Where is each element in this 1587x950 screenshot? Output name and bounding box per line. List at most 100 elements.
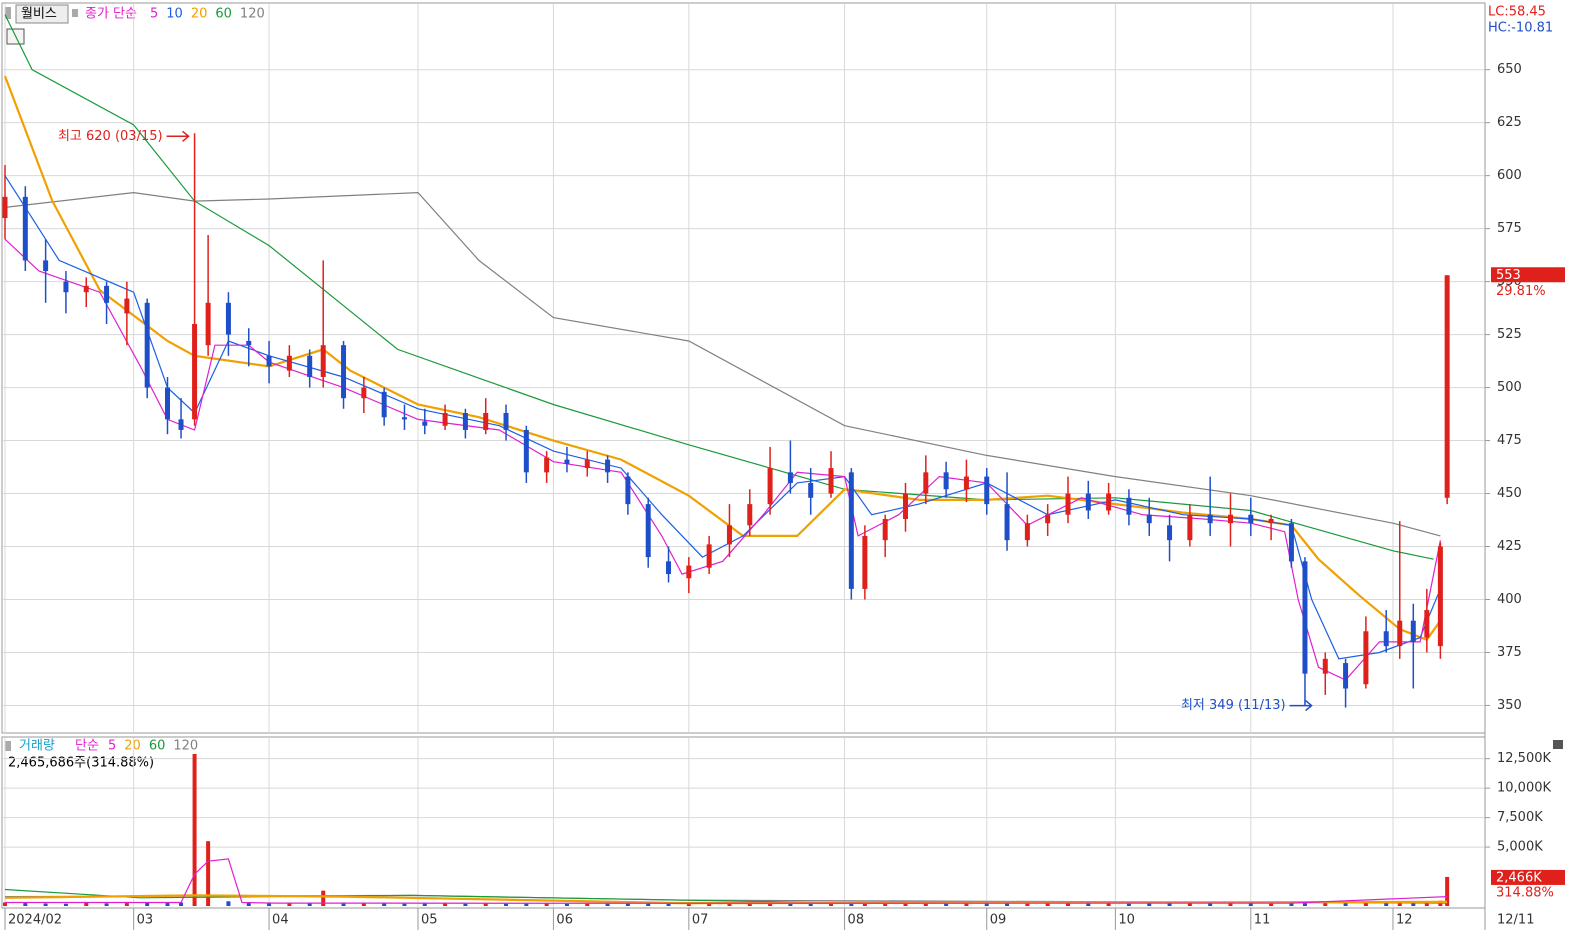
- title-box: [15, 4, 69, 24]
- volume-bar: [605, 903, 610, 906]
- volume-bar: [402, 903, 407, 906]
- volume-bar: [104, 903, 109, 906]
- volume-bar: [1187, 903, 1192, 906]
- x-tick-label: 12: [1396, 913, 1413, 928]
- candle-body: [882, 518, 888, 541]
- candle-body: [943, 472, 949, 490]
- volume-bar: [1269, 903, 1274, 906]
- volume-bar: [1147, 903, 1152, 906]
- y-tick-label: 10,000K: [1497, 781, 1551, 796]
- candle-body: [923, 472, 929, 494]
- candle-body: [1207, 514, 1213, 524]
- ma-line: [4, 238, 1441, 681]
- volume-bar: [1411, 903, 1416, 906]
- volume-bar: [984, 903, 989, 906]
- volume-bar: [246, 902, 251, 906]
- volume-last: 2,466K: [1496, 870, 1542, 885]
- legend-item: 20: [191, 7, 208, 22]
- volume-bar: [463, 903, 468, 906]
- candle-body: [1302, 561, 1308, 674]
- volume-bar: [1424, 902, 1429, 906]
- legend-item: 10: [166, 7, 183, 22]
- y-tick-label: 425: [1497, 539, 1522, 554]
- volume-bar: [1208, 903, 1213, 906]
- volume-bar: [23, 903, 28, 906]
- volume-bar: [43, 903, 48, 906]
- volume-bar: [1005, 903, 1010, 906]
- ma-line: [4, 14, 1434, 560]
- candle-body: [1167, 525, 1173, 541]
- candle-body: [43, 260, 49, 272]
- candle-body: [1410, 620, 1416, 642]
- volume-bar: [1126, 903, 1131, 906]
- icon: [72, 9, 78, 17]
- volume-bar: [145, 902, 150, 906]
- y-tick-label: 575: [1497, 221, 1522, 236]
- candle-body: [144, 302, 150, 388]
- annotation: 최저 349 (11/13): [1181, 698, 1286, 713]
- candle-body: [442, 413, 448, 426]
- candle-body: [1397, 620, 1403, 647]
- x-tick-label: 05: [421, 913, 438, 928]
- volume-bar: [727, 903, 732, 906]
- candle-body: [767, 468, 773, 505]
- x-tick-label: 04: [272, 913, 289, 928]
- candle-body: [307, 355, 313, 377]
- candle-body: [645, 504, 651, 558]
- volume-bar: [84, 902, 89, 906]
- candle-body: [164, 387, 170, 420]
- volume-bar: [321, 890, 326, 906]
- candle-body: [381, 391, 387, 418]
- candle-body: [862, 535, 868, 589]
- candle-body: [2, 196, 8, 219]
- legend-item: 60: [149, 739, 166, 754]
- pane-button[interactable]: [1553, 740, 1563, 749]
- volume-bar: [1289, 902, 1294, 906]
- hc-label: HC:-10.81: [1488, 21, 1553, 36]
- candle-body: [1248, 514, 1254, 524]
- candle-body: [341, 345, 347, 399]
- volume-change: 314.88%: [1496, 885, 1554, 900]
- volume-bar: [646, 902, 651, 906]
- candle-body: [828, 468, 834, 494]
- candle-body: [22, 196, 28, 261]
- volume-bar: [707, 903, 712, 906]
- volume-bar: [341, 902, 346, 906]
- y-tick-label: 525: [1497, 327, 1522, 342]
- candle-body: [361, 387, 367, 399]
- volume-bar: [808, 903, 813, 906]
- volume-bar: [287, 903, 292, 906]
- volume-bar: [165, 902, 170, 906]
- candle-body: [1288, 523, 1294, 562]
- legend-item: 20: [124, 739, 141, 754]
- candle-body: [625, 476, 631, 505]
- price-box: [1491, 267, 1565, 283]
- x-tick-label: 03: [137, 913, 154, 928]
- legend-item: 120: [173, 739, 198, 754]
- legend-item: 60: [215, 7, 232, 22]
- candle-body: [902, 493, 908, 519]
- volume-bar: [206, 841, 211, 906]
- volume-bar: [544, 903, 549, 906]
- volume-bar: [1025, 903, 1030, 906]
- volume-bar: [1397, 901, 1402, 906]
- candle-body: [1024, 523, 1030, 541]
- volume-bar: [63, 903, 68, 906]
- candle-body: [1146, 514, 1152, 524]
- candle-body: [1322, 658, 1328, 674]
- volume-bar: [1363, 902, 1368, 906]
- volume-bar: [944, 903, 949, 906]
- volume-bar: [179, 902, 184, 906]
- x-tick-label: 11: [1254, 913, 1271, 928]
- volume-bar: [788, 903, 793, 906]
- candle-body: [1363, 631, 1369, 685]
- candle-body: [483, 413, 489, 430]
- volume-bar: [1065, 903, 1070, 906]
- volume-bar: [686, 903, 691, 906]
- y-tick-label: 475: [1497, 433, 1522, 448]
- legend-item: 5: [150, 7, 158, 22]
- y-tick-label: 625: [1497, 115, 1522, 130]
- candle-body: [963, 476, 969, 490]
- chart-title: 월비스: [21, 7, 57, 22]
